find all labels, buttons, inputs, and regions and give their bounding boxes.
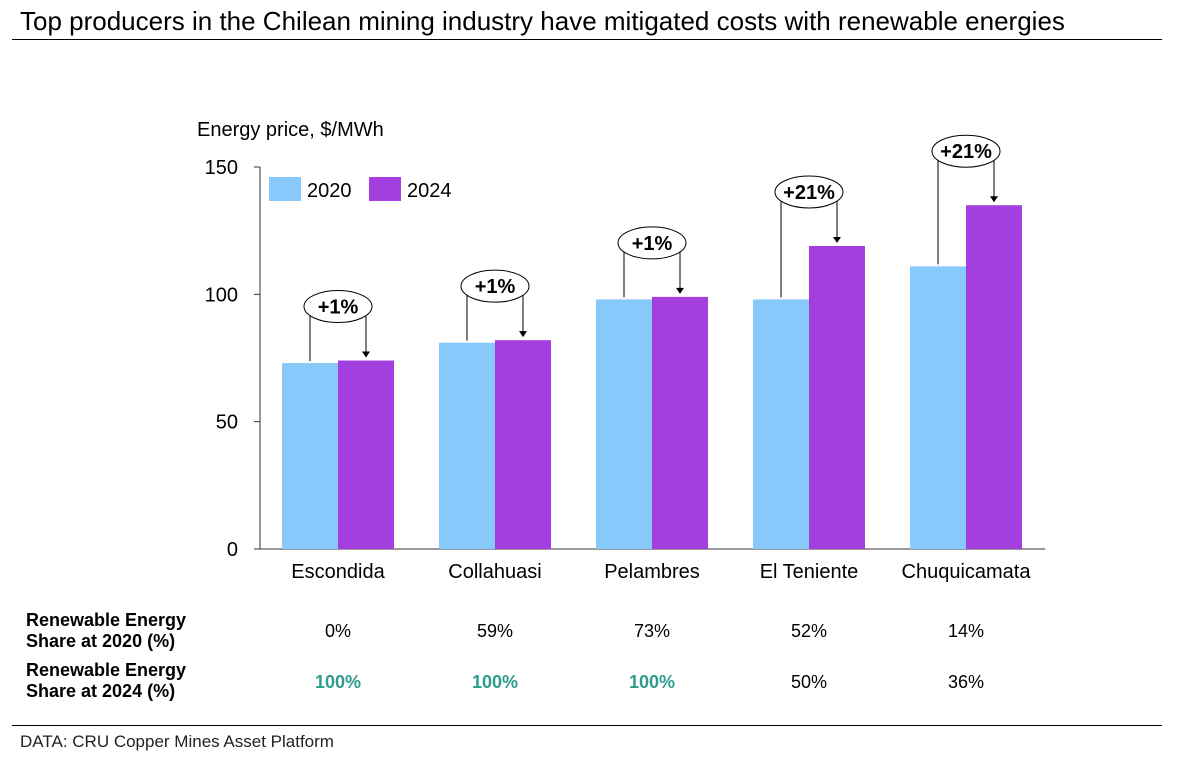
source-note: DATA: CRU Copper Mines Asset Platform <box>20 732 334 751</box>
change-label-2: +1% <box>632 233 673 255</box>
bar-2024-2 <box>652 296 708 549</box>
x-tick-label-4: Chuquicamata <box>902 561 1032 583</box>
change-bubble-2 <box>617 226 687 260</box>
bracket-arrow-4 <box>990 196 998 203</box>
title-rule <box>12 39 1162 40</box>
bar-2020-2 <box>596 299 652 549</box>
bar-2024-1 <box>495 340 551 549</box>
bar-2024-3 <box>809 245 865 550</box>
change-bubble-1 <box>460 269 530 303</box>
change-bubble-0 <box>303 290 373 324</box>
x-tick-label-0: Escondida <box>291 561 385 583</box>
share-cell-2020-0: 0% <box>324 621 351 641</box>
y-tick-label-0: 0 <box>227 539 238 561</box>
bar-2024-0 <box>338 360 394 549</box>
bar-2024-4 <box>966 205 1022 549</box>
share-cell-2024-2: 100% <box>628 672 676 692</box>
x-tick-label-3: El Teniente <box>760 561 859 583</box>
legend-label-2024: 2024 <box>407 180 452 202</box>
share-cell-2024-0: 100% <box>314 672 362 692</box>
y-axis-label: Energy price, $/MWh <box>197 119 384 141</box>
x-tick-label-1: Collahuasi <box>448 561 541 583</box>
change-bubble-3 <box>774 175 844 209</box>
share-cell-2020-2: 73% <box>633 621 671 641</box>
share-cell-2024-3: 50% <box>790 672 828 692</box>
row-label-2020: Renewable Energy Share at 2020 (%) <box>26 610 186 652</box>
footer-rule <box>12 725 1162 726</box>
bracket-arrow-3 <box>833 236 841 243</box>
change-label-4: +21% <box>940 141 992 163</box>
row-label-2024-line1: Renewable Energy <box>26 660 187 680</box>
bracket-arrow-1 <box>519 331 527 338</box>
bar-2020-1 <box>439 342 495 549</box>
bar-chart: Energy price, $/MWh 0 50 100 150 Escondida +1%… <box>197 119 1045 583</box>
bar-2020-3 <box>753 299 809 549</box>
bracket-arrow-0 <box>362 351 370 358</box>
share-cell-2020-3: 52% <box>790 621 828 641</box>
share-cell-2020-4: 14% <box>947 621 985 641</box>
legend-swatch-2024 <box>369 177 401 201</box>
chart-title: Top producers in the Chilean mining indu… <box>20 6 1065 36</box>
x-tick-label-2: Pelambres <box>604 561 700 583</box>
bar-2020-0 <box>282 363 338 549</box>
change-bubble-4 <box>931 134 1001 168</box>
y-tick-label-100: 100 <box>205 284 238 306</box>
row-label-2024: Renewable Energy Share at 2024 (%) <box>26 660 186 702</box>
change-label-3: +21% <box>783 182 835 204</box>
bracket-arrow-2 <box>676 287 684 294</box>
row-label-2020-line2: Share at 2020 (%) <box>26 631 176 651</box>
row-label-2020-line1: Renewable Energy <box>26 610 187 630</box>
share-cell-2020-1: 59% <box>476 621 514 641</box>
row-label-2024-line2: Share at 2024 (%) <box>26 681 176 701</box>
share-cell-2024-4: 36% <box>947 672 985 692</box>
legend-swatch-2020 <box>269 177 301 201</box>
change-label-0: +1% <box>318 297 359 319</box>
bar-2020-4 <box>910 266 966 549</box>
legend-label-2020: 2020 <box>307 180 352 202</box>
change-label-1: +1% <box>475 276 516 298</box>
y-tick-label-150: 150 <box>205 157 238 179</box>
share-cell-2024-1: 100% <box>471 672 519 692</box>
y-tick-label-50: 50 <box>216 412 238 434</box>
